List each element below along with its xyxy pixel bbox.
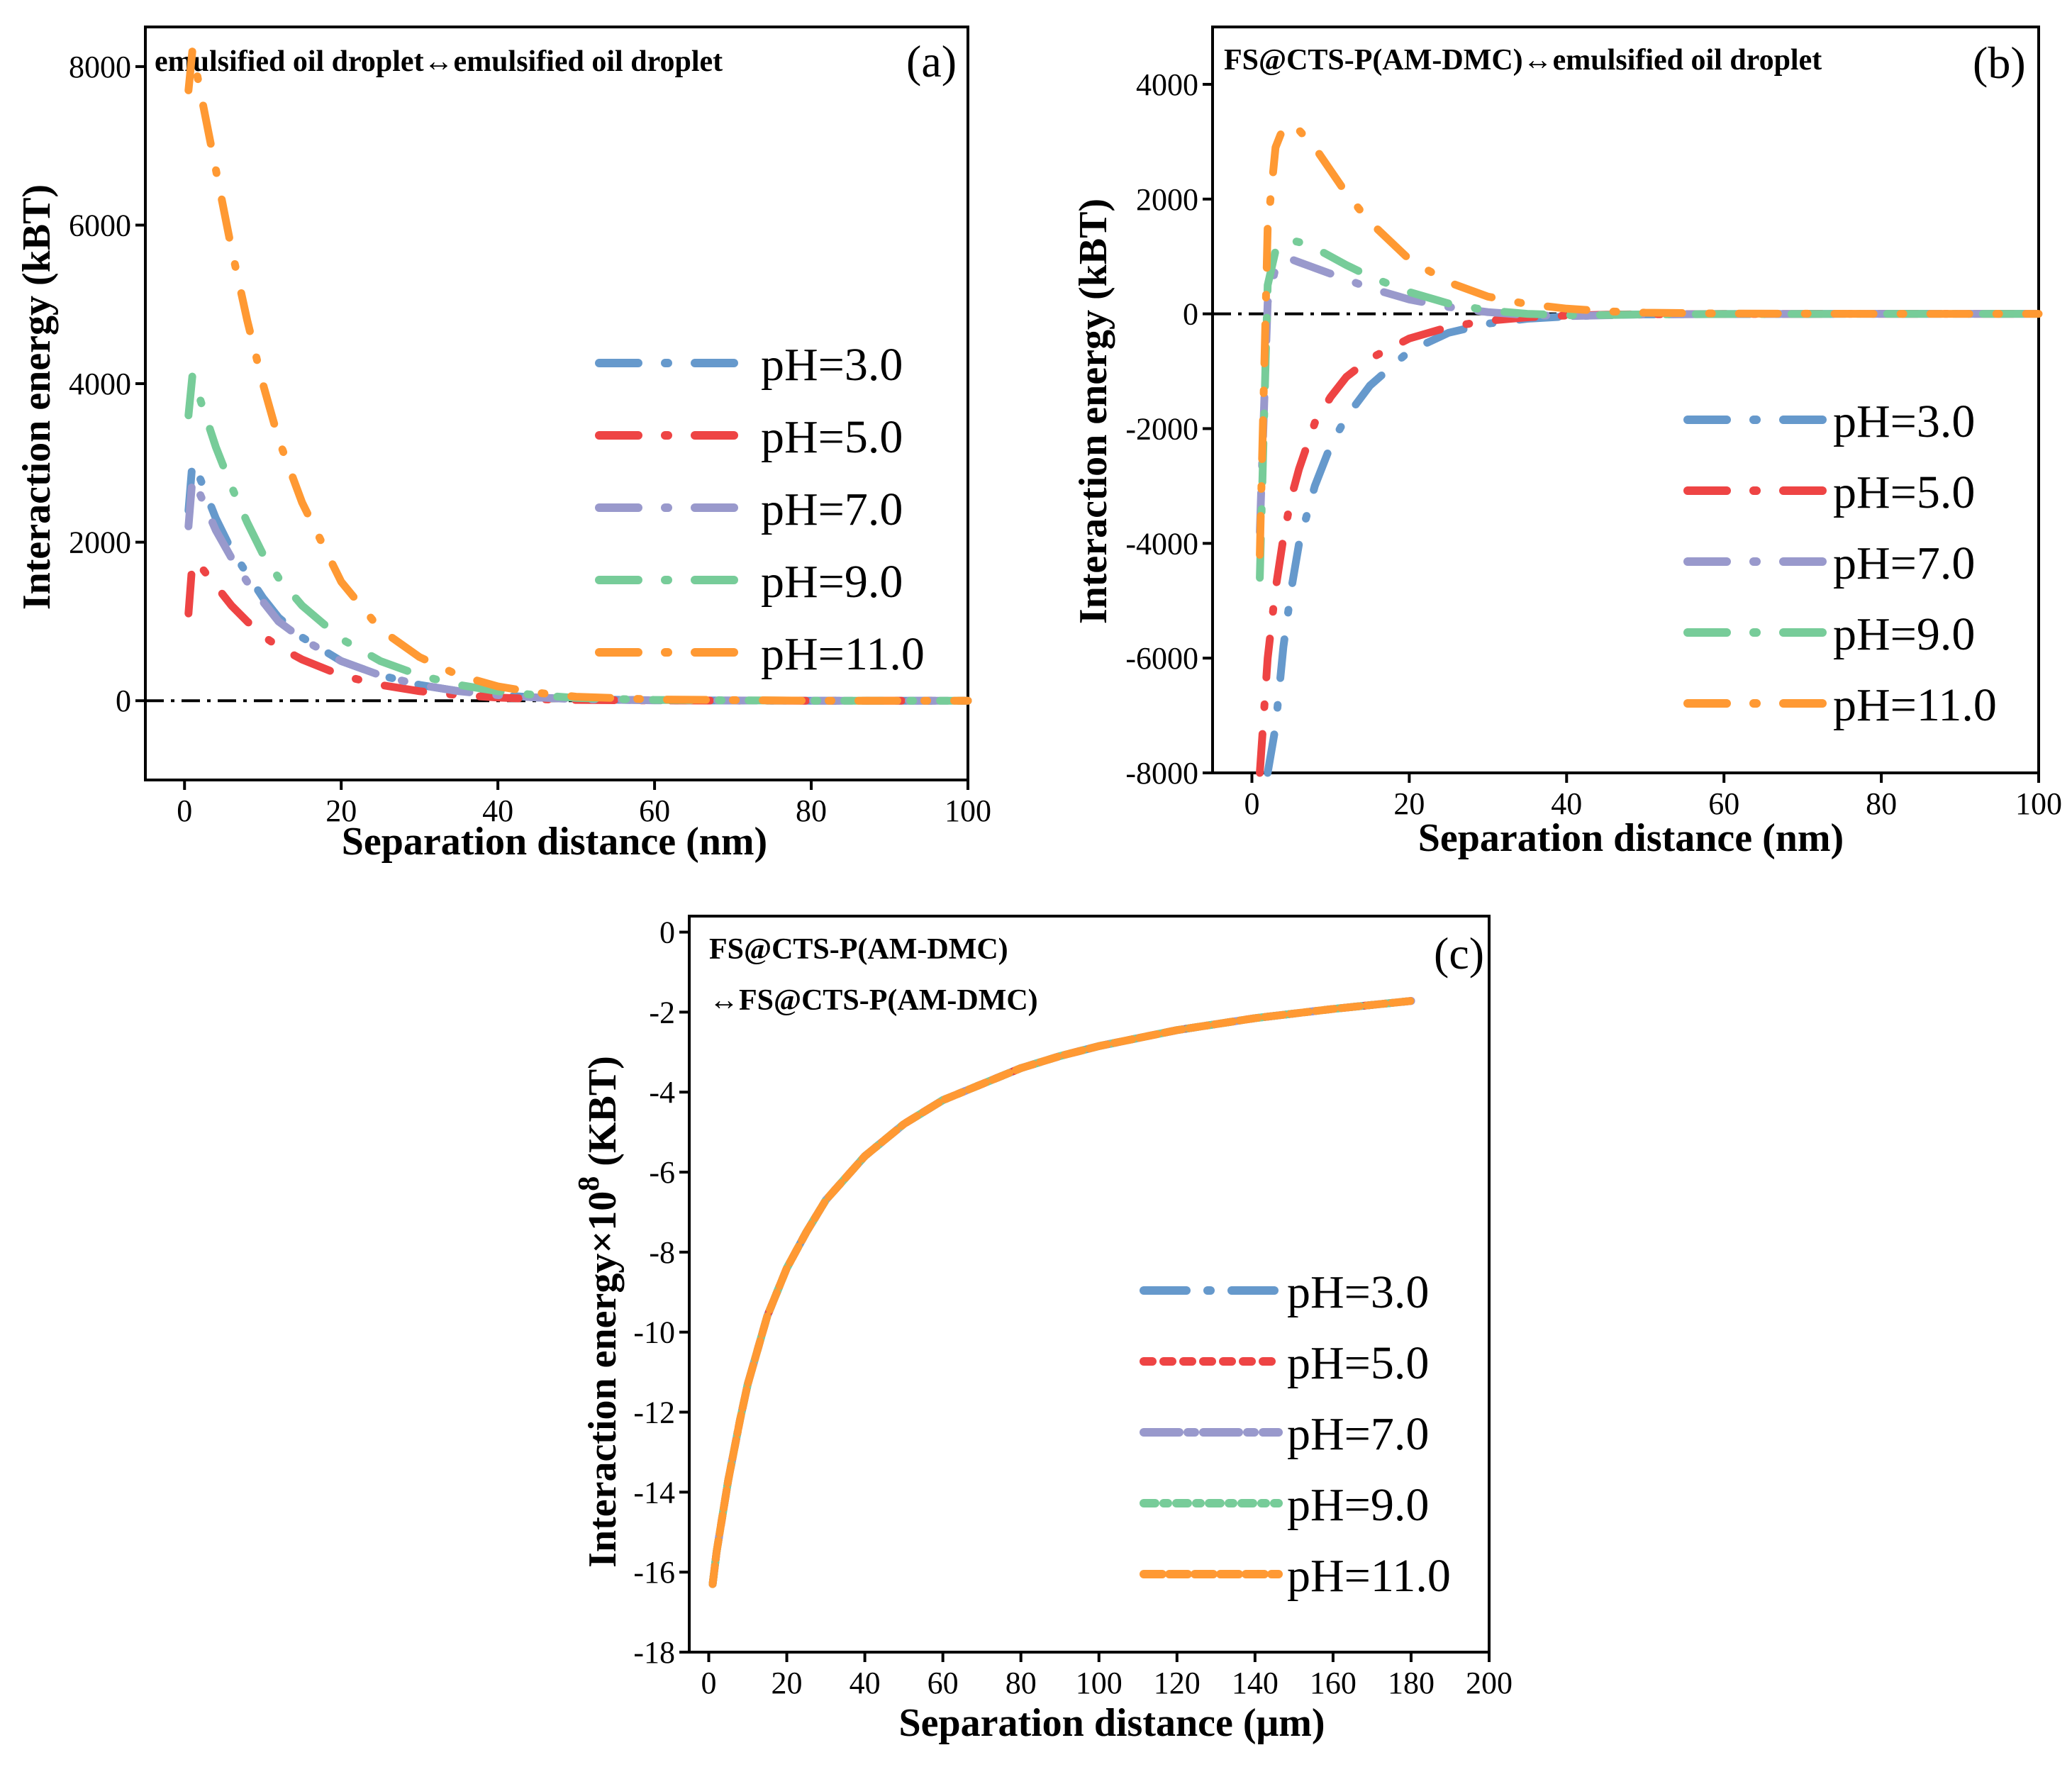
y-tick-label: -12 [633, 1395, 675, 1430]
x-tick-label: 80 [1866, 786, 1897, 821]
y-tick-label: -4000 [1125, 526, 1198, 561]
legend-label: pH=3.0 [1833, 396, 1975, 447]
legend-label: pH=7.0 [761, 484, 903, 535]
y-tick-label: 0 [659, 915, 675, 950]
y-tick-label: 4000 [1136, 67, 1198, 102]
x-tick-label: 100 [1076, 1666, 1123, 1700]
plot-frame [1211, 26, 2040, 774]
x-tick-label: 20 [1393, 786, 1425, 821]
x-tick-label: 0 [1244, 786, 1259, 821]
panel-a-ylabel: Interaction energy (kBT) [15, 184, 59, 610]
legend-label: pH=3.0 [1287, 1266, 1429, 1318]
x-tick-label: 20 [772, 1666, 803, 1700]
panel-b-xlabel: Separation distance (nm) [1418, 816, 1844, 860]
legend-label: pH=11.0 [761, 628, 925, 680]
y-tick-label: -8000 [1125, 756, 1198, 791]
legend-label: pH=9.0 [1833, 608, 1975, 660]
plot-frame [144, 26, 969, 781]
series-line-pH=7.0 [184, 474, 972, 705]
y-tick-label: 2000 [69, 525, 131, 560]
series-line-pH=11.0 [184, 47, 972, 705]
y-tick-label: -16 [633, 1555, 675, 1590]
panel-b-ylabel: Interaction energy (kBT) [1071, 199, 1115, 624]
y-tick-label: 0 [116, 684, 131, 718]
x-tick-label: 160 [1310, 1666, 1357, 1700]
x-tick-label: 100 [945, 793, 991, 828]
x-tick-label: 140 [1232, 1666, 1279, 1700]
y-tick-label: -18 [633, 1635, 675, 1670]
series-line-pH=11.0 [1256, 121, 2043, 559]
y-tick-label: -6 [649, 1155, 675, 1190]
x-tick-label: 20 [325, 793, 357, 828]
panel-a-title: emulsified oil droplet↔emulsified oil dr… [155, 45, 723, 78]
panel-c-label: (c) [1434, 928, 1484, 979]
y-tick-label: 0 [1183, 297, 1198, 332]
x-tick-label: 60 [1708, 786, 1739, 821]
panel-c-xlabel: Separation distance (μm) [898, 1701, 1325, 1745]
panel-b-label: (b) [1973, 38, 2026, 88]
legend-label: pH=7.0 [1833, 537, 1975, 589]
y-tick-label: 8000 [69, 50, 131, 84]
y-tick-label: -2000 [1125, 411, 1198, 446]
x-tick-label: 200 [1466, 1666, 1513, 1700]
y-tick-label: -8 [649, 1235, 675, 1270]
legend-label: pH=3.0 [761, 339, 903, 391]
panel-c-title-line2: ↔FS@CTS-P(AM-DMC) [709, 984, 1038, 1017]
x-tick-label: 40 [850, 1666, 881, 1700]
series-line-pH=11.0 [708, 997, 1415, 1588]
y-tick-label: -10 [633, 1315, 675, 1350]
legend-label: pH=9.0 [761, 556, 903, 608]
x-tick-label: 60 [639, 793, 670, 828]
x-tick-label: 80 [796, 793, 827, 828]
legend-label: pH=5.0 [761, 411, 903, 463]
x-tick-label: 180 [1388, 1666, 1435, 1700]
panel-c-title-line1: FS@CTS-P(AM-DMC) [709, 933, 1008, 966]
x-tick-label: 80 [1006, 1666, 1037, 1700]
panel-b-title: FS@CTS-P(AM-DMC)↔emulsified oil droplet [1224, 44, 1822, 77]
x-tick-label: 100 [2015, 786, 2062, 821]
x-tick-label: 0 [177, 793, 192, 828]
x-tick-label: 0 [701, 1666, 717, 1700]
legend-label: pH=5.0 [1287, 1337, 1429, 1389]
panel-c-ylabel-exponent: 8 [573, 1176, 606, 1191]
panel-a: emulsified oil droplet↔emulsified oil dr… [15, 26, 991, 864]
y-tick-label: 2000 [1136, 182, 1198, 217]
panel-a-xlabel: Separation distance (nm) [342, 820, 767, 864]
panel-b: FS@CTS-P(AM-DMC)↔emulsified oil droplet … [1071, 26, 2062, 860]
legend-label: pH=9.0 [1287, 1479, 1429, 1531]
y-tick-label: -4 [649, 1075, 675, 1110]
plot-frame [688, 915, 1491, 1654]
legend-label: pH=7.0 [1287, 1408, 1429, 1460]
series-line-pH=9.0 [1256, 236, 2043, 582]
legend-label: pH=5.0 [1833, 467, 1975, 518]
x-tick-label: 60 [928, 1666, 959, 1700]
legend-label: pH=11.0 [1833, 679, 1997, 731]
y-tick-label: -14 [633, 1475, 675, 1510]
panel-c-ylabel-main: Interaction energy×10 [581, 1191, 625, 1568]
panel-a-label: (a) [906, 36, 957, 87]
panel-c: FS@CTS-P(AM-DMC) ↔FS@CTS-P(AM-DMC) (c) S… [573, 915, 1513, 1745]
y-tick-label: 6000 [69, 208, 131, 243]
y-tick-label: 4000 [69, 367, 131, 401]
legend-label: pH=11.0 [1287, 1550, 1451, 1602]
panel-c-ylabel: Interaction energy×108 (KBT) [573, 1056, 625, 1568]
x-tick-label: 40 [1551, 786, 1582, 821]
panel-c-ylabel-unit: (KBT) [581, 1056, 625, 1176]
x-tick-label: 40 [482, 793, 513, 828]
y-tick-label: -2 [649, 995, 675, 1030]
y-tick-label: -6000 [1125, 641, 1198, 676]
x-tick-label: 120 [1154, 1666, 1201, 1700]
